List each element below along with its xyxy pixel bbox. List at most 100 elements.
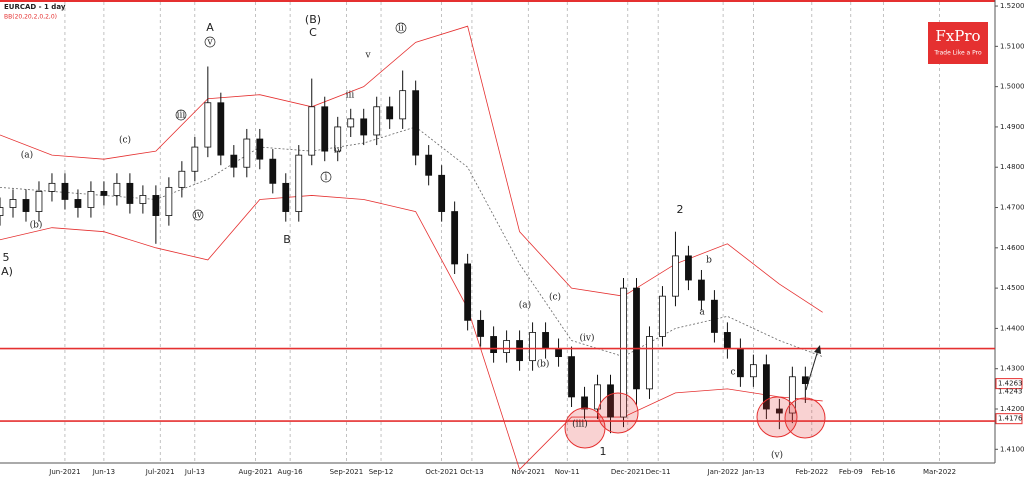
wave-label: C xyxy=(309,26,317,39)
candle-body xyxy=(334,126,342,152)
y-tick-label: 1.4900 xyxy=(1000,123,1024,131)
candle-body xyxy=(230,154,238,168)
wave-label: 1 xyxy=(600,445,607,458)
x-tick-label: Jan-13 xyxy=(741,468,764,476)
candle-body xyxy=(178,170,186,188)
y-tick-label: 1.4200 xyxy=(1000,405,1024,413)
x-tick-label: Jul-13 xyxy=(184,468,205,476)
band-lower xyxy=(0,195,823,471)
wave-label: b xyxy=(706,256,712,266)
arrow-head xyxy=(814,345,821,354)
candle-body xyxy=(282,182,290,212)
label-ring xyxy=(192,209,204,221)
candle-body xyxy=(490,336,498,353)
wave-label: 5 xyxy=(3,251,10,264)
chart-title: EURCAD - 1 day xyxy=(4,3,66,11)
candle-body xyxy=(762,364,770,410)
candle-body xyxy=(503,340,510,353)
x-tick-label: Jan-2022 xyxy=(707,468,739,476)
price-marker-label: 1.4263 xyxy=(998,380,1023,388)
candle-body xyxy=(48,182,56,192)
candle-body xyxy=(204,102,212,148)
wave-label: 2 xyxy=(677,203,684,216)
wave-label: A) xyxy=(1,265,13,278)
logo: FxPro xyxy=(935,27,980,45)
wave-label: (B) xyxy=(305,13,321,26)
y-tick-label: 1.4700 xyxy=(1000,204,1024,212)
y-tick-label: 1.5000 xyxy=(1000,83,1024,91)
candle-body xyxy=(775,408,783,414)
price-marker-box xyxy=(995,378,1023,390)
candle-body xyxy=(594,384,601,410)
candle-body xyxy=(373,106,381,136)
price-marker-box xyxy=(995,413,1023,425)
price-marker-label: 1.4243 xyxy=(998,388,1023,396)
label-ring xyxy=(395,22,407,34)
logo-box xyxy=(928,22,988,64)
candle-body xyxy=(711,299,718,333)
x-tick-label: Aug-2021 xyxy=(238,468,272,476)
arrow xyxy=(805,349,819,391)
candle-body xyxy=(412,90,420,156)
candle-body xyxy=(685,255,692,281)
wave-label: iii xyxy=(346,91,355,101)
wave-label: (iii) xyxy=(572,419,588,430)
band-upper xyxy=(0,25,823,313)
candle-body xyxy=(152,195,160,216)
y-tick-label: 1.4300 xyxy=(1000,365,1024,373)
indicator-label: BB(20,20,2,0,2,0) xyxy=(4,14,57,21)
x-tick-label: Jul-2021 xyxy=(145,468,175,476)
candle-body xyxy=(256,138,264,160)
circle xyxy=(784,397,826,439)
y-tick-label: 1.4800 xyxy=(1000,163,1024,171)
candles xyxy=(0,66,809,434)
candle-body xyxy=(542,332,549,349)
wave-label: (b) xyxy=(537,359,550,370)
x-tick-label: Feb-16 xyxy=(871,468,895,476)
candle-body xyxy=(659,295,666,337)
x-tick-label: Sep-12 xyxy=(369,468,394,476)
candle-body xyxy=(646,336,653,390)
candle-body xyxy=(308,106,316,156)
circle xyxy=(597,392,639,434)
x-tick-label: Dec-11 xyxy=(646,468,671,476)
candle-body xyxy=(74,199,82,208)
candle-body xyxy=(0,207,4,216)
label-ring xyxy=(204,36,216,48)
candle-body xyxy=(139,195,147,204)
candle-body xyxy=(451,211,459,265)
levels xyxy=(0,347,995,422)
wave-label: (a) xyxy=(519,300,531,311)
wave-label: (c) xyxy=(119,135,131,146)
wave-label: (a) xyxy=(21,150,33,161)
candle-body xyxy=(672,255,679,297)
candle-body xyxy=(555,348,562,358)
logo-tagline: Trade Like a Pro xyxy=(933,50,982,57)
candle-body xyxy=(801,376,809,385)
candle-body xyxy=(217,102,225,156)
candle-body xyxy=(620,287,627,418)
x-tick-label: Mar-2022 xyxy=(923,468,956,476)
candle-body xyxy=(529,332,536,362)
wave-label: (b) xyxy=(30,220,43,231)
candle-body xyxy=(321,106,329,152)
candle-body xyxy=(113,182,121,196)
wave-label: iv xyxy=(334,146,343,156)
candle-body xyxy=(295,154,303,212)
x-tick-label: Nov-11 xyxy=(555,468,580,476)
x-tick-label: Nov-2021 xyxy=(511,468,545,476)
candle-body xyxy=(9,199,17,208)
candle-body xyxy=(633,287,640,390)
candle-body xyxy=(386,106,394,120)
x-tick-label: Oct-13 xyxy=(460,468,484,476)
wave-label: v xyxy=(364,51,371,61)
candle-body xyxy=(347,118,355,128)
highlight-circles xyxy=(564,345,826,449)
x-tick-label: Dec-2021 xyxy=(611,468,645,476)
candle-body xyxy=(788,376,796,414)
grid xyxy=(64,2,998,463)
y-tick-label: 1.4400 xyxy=(1000,324,1024,332)
